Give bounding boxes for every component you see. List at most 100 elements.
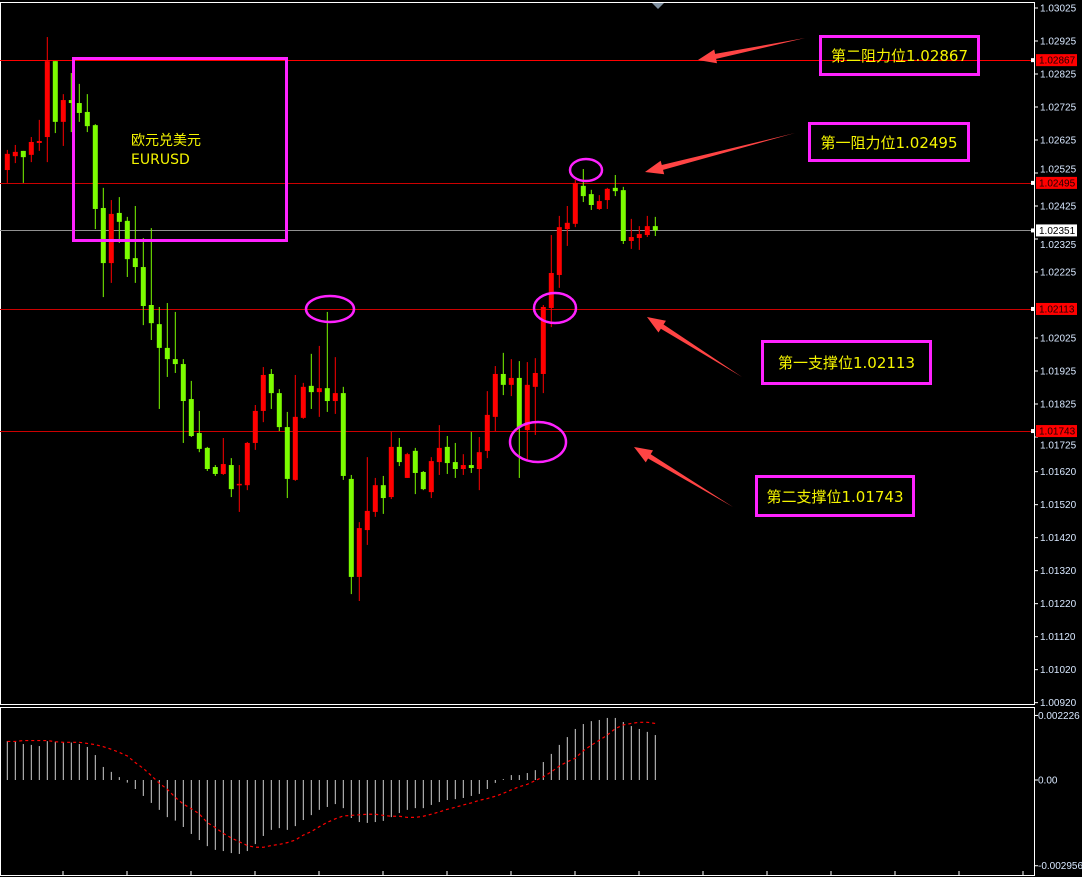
highlight-ellipse [508,420,568,464]
candle-down [132,258,138,268]
candle-down [620,190,626,241]
candle-up [28,141,34,155]
candle-up [220,464,226,474]
candle-up [404,454,410,478]
candle-up [36,140,42,143]
candle-up [292,416,298,480]
y-tick-label: 1.02525 [1040,164,1077,175]
arrow-icon [645,133,795,175]
candle-down [196,433,202,449]
candle-down [324,388,330,402]
candle-up [108,213,114,264]
candle-down [68,100,74,104]
level-price-tag-bg [1036,425,1077,438]
arrow-icon [647,317,742,377]
candle-down [276,393,282,428]
candle-up [604,188,610,201]
y-tick-label: 1.02425 [1040,202,1077,213]
candle-up [476,452,482,470]
arrow-icon [634,447,733,507]
candle-up [636,234,642,239]
candle-up [372,485,378,512]
candle-down [588,194,594,206]
candle-up [540,306,546,374]
candle-down [580,185,586,197]
candle-up [572,182,578,224]
candle-up [252,410,258,443]
y-tick-label: 1.01420 [1040,533,1077,544]
level-lines [0,60,1034,432]
candle-up [428,461,434,493]
candle-up [388,446,394,498]
arrow-icon [698,38,805,64]
candlesticks [4,37,658,602]
y-tick-label: 1.02725 [1040,103,1077,114]
macd-y-tick-label: -0.002956 [1038,861,1082,872]
y-tick-label: 1.02025 [1040,334,1077,345]
candle-up [44,61,50,138]
candle-down [164,347,170,360]
macd-signal-line [7,721,656,848]
resistance-2-label: 第二阻力位1.02867 [819,35,980,76]
resistance-1-label: 第一阻力位1.02495 [808,122,970,162]
candle-down [188,399,194,437]
shift-marker-icon [652,3,664,9]
y-tick-label: 1.01925 [1040,367,1077,378]
candle-up [236,483,242,486]
y-tick-label: 1.00920 [1040,698,1077,709]
macd-y-tick-label: 0.00 [1038,776,1058,787]
support-2-label: 第二支撑位1.01743 [755,475,915,517]
candle-down [84,111,90,127]
level-price-tag-marker [1031,58,1035,63]
price-axis: 1.03025 1.02925 1.02825 1.02725 1.02625 1.025… [1031,4,1077,709]
candle-down [172,359,178,365]
candle-down [204,447,210,470]
candle-up [12,151,18,157]
y-tick-label: 1.01220 [1040,599,1077,610]
candle-down [420,471,426,490]
y-tick-label: 1.01725 [1040,441,1077,452]
candle-down [52,61,58,122]
macd-axis: 0.002226 0.00 -0.002956 [1034,711,1082,872]
candle-up [332,393,338,402]
level-price-tag-bg [1036,54,1077,67]
y-tick-label: 1.02925 [1040,37,1077,48]
support-1-label: 第一支撑位1.02113 [761,340,932,385]
y-tick-label: 1.03025 [1040,4,1077,15]
candle-down [308,385,314,393]
candle-up [356,528,362,577]
candle-up [628,237,634,241]
candle-down [212,467,218,474]
candle-down [148,305,154,324]
candle-up [492,373,498,417]
candle-down [100,207,106,264]
y-tick-label: 1.02625 [1040,136,1077,147]
candle-up [556,227,562,275]
candle-up [316,388,322,393]
candle-up [4,153,10,171]
candle-up [436,447,442,463]
y-tick-label: 1.01520 [1040,500,1077,511]
candle-down [380,485,386,499]
y-tick-label: 1.01020 [1040,665,1077,676]
candle-down [516,377,522,428]
candle-down [452,462,458,470]
macd-panel-border [0,707,1035,876]
symbol-name-cn: 欧元兑美元 [131,133,201,149]
candle-up [596,201,602,209]
candle-down [268,373,274,394]
candle-up [244,442,250,486]
candle-down [340,393,346,476]
macd-panel [6,717,656,854]
candle-down [284,427,290,479]
candle-up [260,374,266,411]
y-tick-label: 1.01320 [1040,566,1077,577]
y-tick-label: 1.01620 [1040,467,1077,478]
candle-down [180,364,186,402]
candle-down [20,150,26,158]
level-price-tag-marker [1031,180,1035,185]
candle-down [444,446,450,464]
annotation-marks [304,38,805,507]
chart-frame [0,2,1035,876]
